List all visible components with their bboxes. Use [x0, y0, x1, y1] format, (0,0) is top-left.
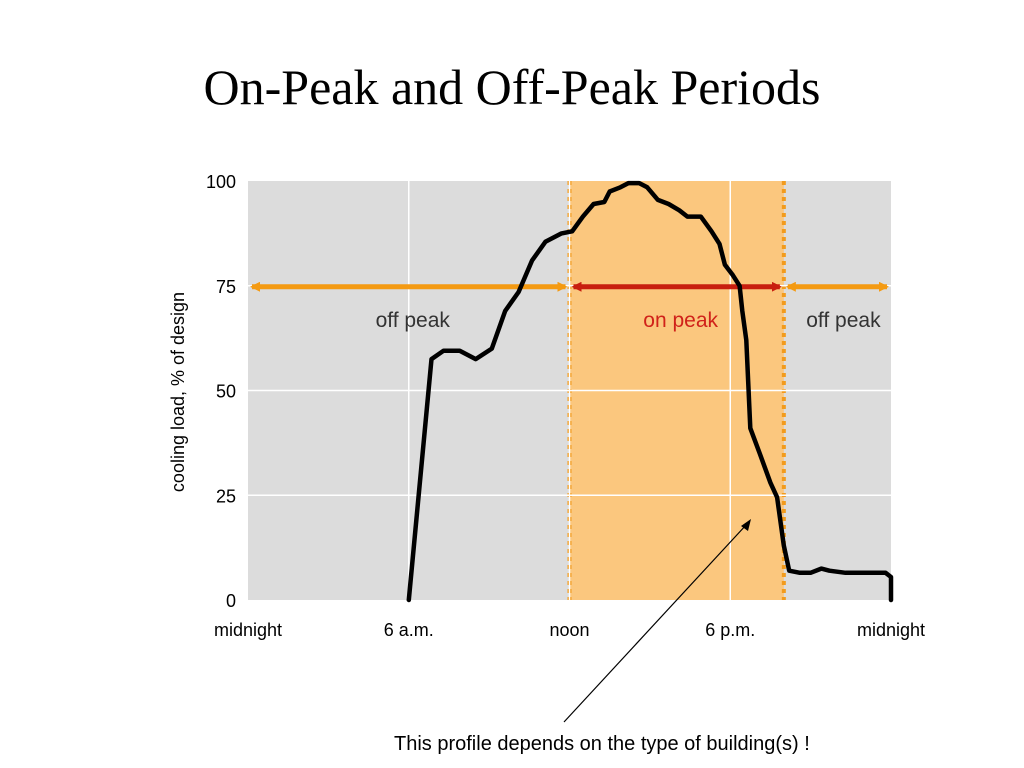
y-tick-label: 75: [216, 277, 236, 297]
off-peak-label: off peak: [376, 309, 451, 332]
y-tick-label: 50: [216, 382, 236, 402]
x-tick-label: 6 p.m.: [705, 620, 755, 640]
x-tick-label: midnight: [214, 620, 282, 640]
caption-text: This profile depends on the type of buil…: [394, 733, 810, 755]
caption-pointer-line: [563, 523, 748, 723]
x-tick-label: midnight: [857, 620, 925, 640]
cooling-load-line: [406, 180, 894, 603]
y-tick-label: 100: [206, 172, 236, 192]
x-tick-label: 6 a.m.: [384, 620, 434, 640]
y-axis-label: cooling load, % of design: [168, 292, 188, 492]
caption-pointer-arrowhead: [741, 519, 751, 531]
y-tick-label: 0: [226, 591, 236, 611]
slide-title: On-Peak and Off-Peak Periods: [203, 59, 821, 115]
on-peak-label: on peak: [643, 309, 718, 332]
x-tick-label: noon: [549, 620, 589, 640]
off-peak-label: off peak: [806, 309, 881, 332]
y-tick-label: 25: [216, 486, 236, 506]
